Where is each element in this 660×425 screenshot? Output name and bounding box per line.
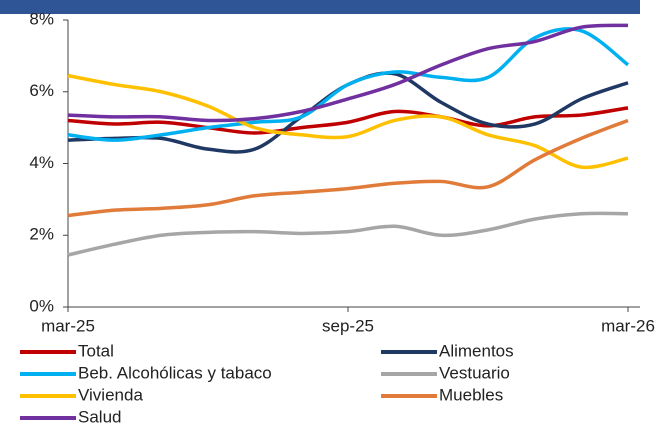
line-series: [67, 23, 629, 123]
x-tick-label: mar-25: [41, 316, 95, 335]
line-series: [67, 106, 629, 135]
legend-label: Total: [78, 341, 114, 360]
header-band: [0, 0, 640, 14]
y-tick-label: 0%: [29, 296, 54, 315]
y-tick-label: 2%: [29, 225, 54, 244]
y-tick-label: 8%: [29, 9, 54, 28]
line-series: [67, 118, 629, 218]
y-tick-label: 6%: [29, 81, 54, 100]
legend-label: Salud: [78, 407, 121, 425]
legend-label: Vivienda: [78, 385, 143, 404]
y-tick-label: 4%: [29, 153, 54, 172]
legend-label: Vestuario: [439, 363, 510, 382]
legend-label: Alimentos: [439, 341, 514, 360]
x-tick-label: sep-25: [322, 316, 374, 335]
legend-label: Beb. Alcohólicas y tabaco: [78, 363, 272, 382]
line-series: [67, 211, 629, 257]
line-series: [67, 27, 630, 142]
legend-label: Muebles: [439, 385, 503, 404]
x-tick-label: mar-26: [601, 316, 655, 335]
line-series: [67, 73, 629, 170]
